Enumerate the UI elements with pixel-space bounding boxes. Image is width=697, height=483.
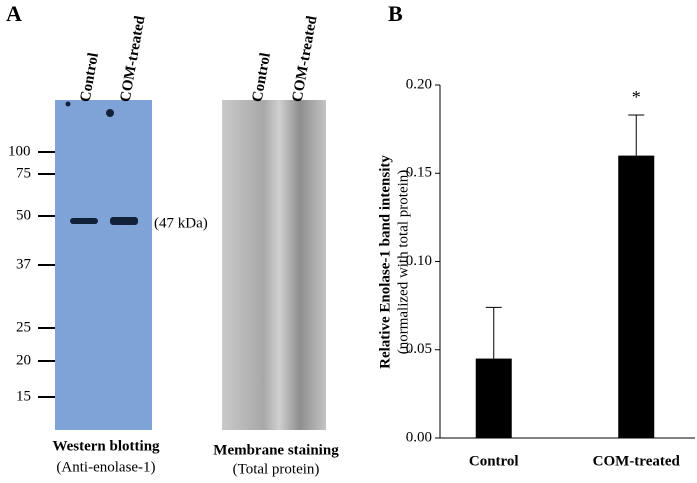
lane-label: COM-treated <box>290 14 321 103</box>
blot-image <box>55 100 152 430</box>
y-tick-label: 0.05 <box>406 341 432 357</box>
subcaption: (Total protein) <box>233 461 320 477</box>
marker-label: 25 <box>16 319 31 335</box>
membrane-image <box>222 100 326 430</box>
marker-label: 20 <box>16 352 31 368</box>
blot-spot <box>106 109 114 117</box>
bar <box>618 155 655 438</box>
marker-label: 100 <box>8 143 31 159</box>
lane-label: Control <box>250 52 274 104</box>
blot-band <box>70 218 98 224</box>
panel-label: A <box>6 1 22 26</box>
caption: Membrane staining <box>213 442 339 458</box>
lane-label: COM-treated <box>118 14 149 103</box>
band-label: (47 kDa) <box>154 215 208 231</box>
bar <box>475 358 512 438</box>
lane-label: Control <box>78 52 102 104</box>
y-axis-subtitle: (normalized with total protein) <box>395 170 411 355</box>
marker-ladder: 100 75 50 37 25 20 15 <box>8 143 55 404</box>
x-tick-label: Control <box>469 453 519 469</box>
y-tick-label: 0.00 <box>406 429 432 445</box>
subcaption: (Anti-enolase-1) <box>56 459 155 475</box>
panel-label: B <box>388 1 403 26</box>
marker-label: 37 <box>16 256 32 272</box>
blot-band <box>110 217 138 225</box>
blot-spot <box>65 101 71 107</box>
marker-label: 50 <box>16 207 31 223</box>
bar-chart: 0.00 0.05 0.10 0.15 0.20 Control COM-treated * <box>406 76 695 469</box>
caption: Western blotting <box>52 438 160 454</box>
y-axis-title: Relative Enolase-1 band intensity <box>377 155 393 369</box>
y-tick-label: 0.10 <box>406 253 432 269</box>
x-tick-label: COM-treated <box>593 453 681 469</box>
y-tick-label: 0.20 <box>406 76 432 92</box>
y-tick-label: 0.15 <box>406 165 432 181</box>
marker-label: 15 <box>16 388 31 404</box>
significance-mark: * <box>632 87 641 107</box>
marker-label: 75 <box>16 165 31 181</box>
